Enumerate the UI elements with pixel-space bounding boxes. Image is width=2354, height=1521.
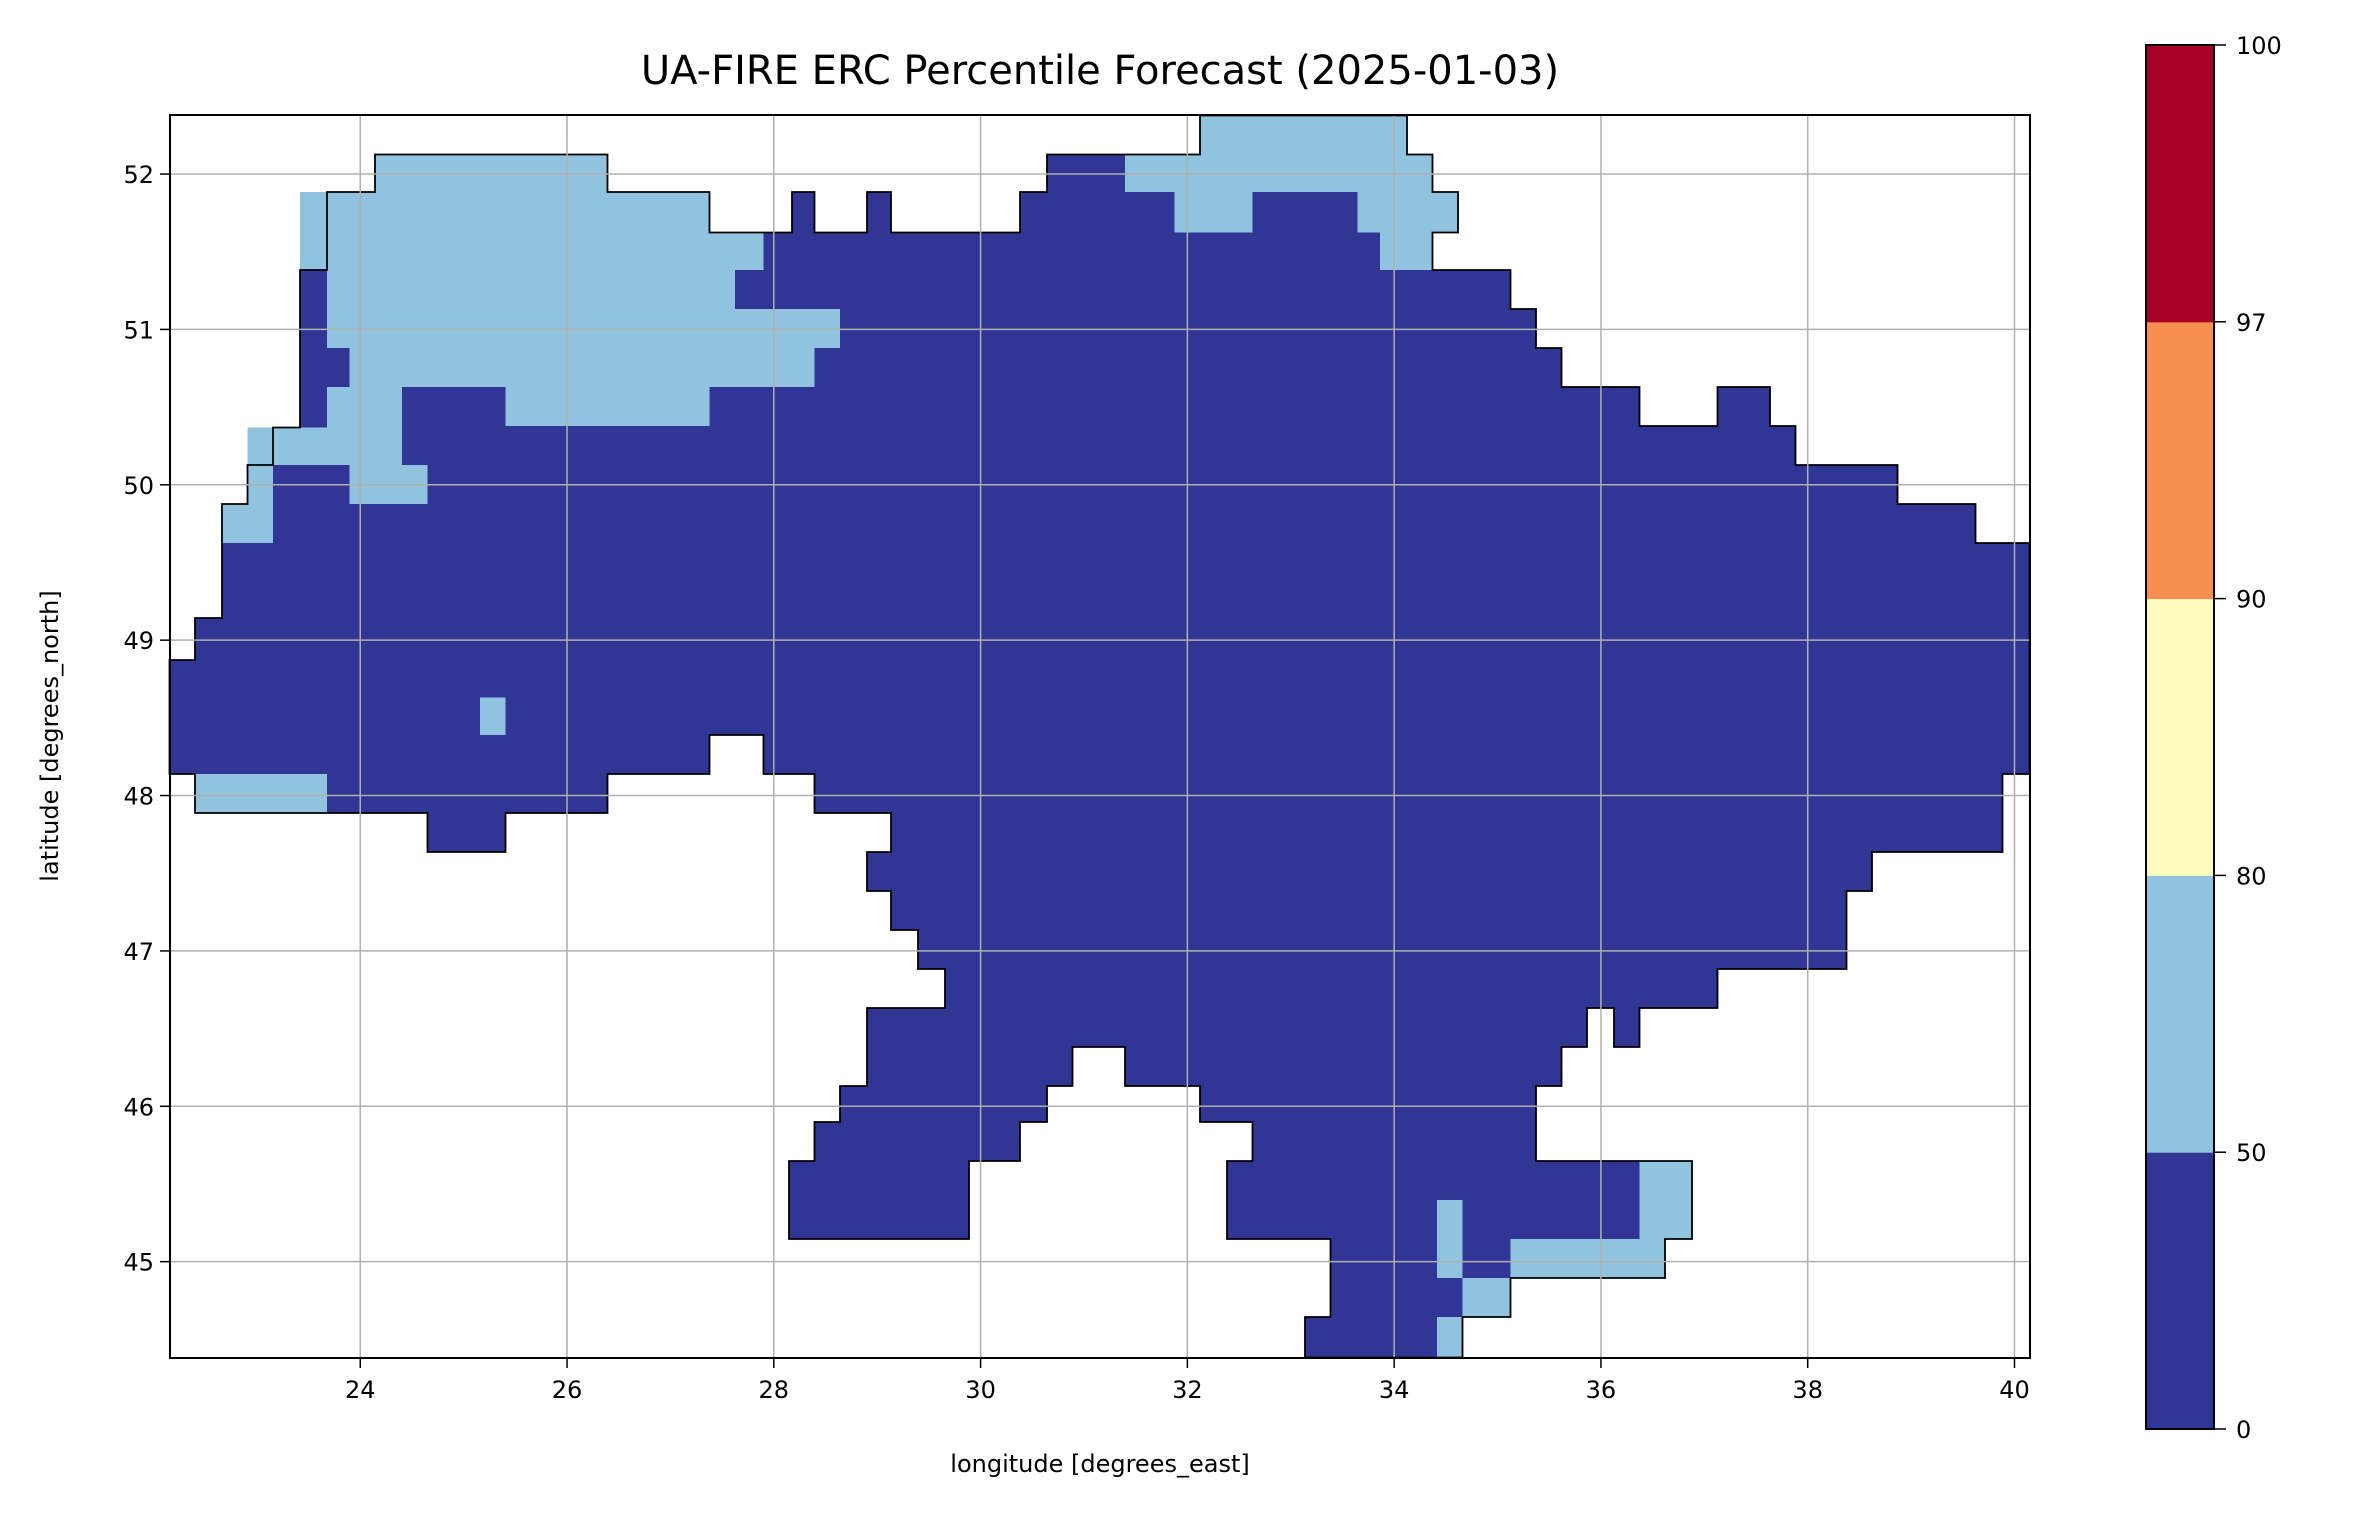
grid-lines (170, 115, 2030, 1358)
colorbar-frame (2145, 44, 2215, 1430)
y-tick-label: 52 (123, 161, 154, 189)
y-tick-label: 46 (123, 1093, 154, 1121)
colorbar-segment (2146, 1152, 2214, 1430)
x-tick-label: 28 (759, 1376, 790, 1404)
y-tick-label: 47 (123, 938, 154, 966)
colorbar-tick-label: 100 (2236, 32, 2282, 60)
colorbar-tick-label: 90 (2236, 586, 2267, 614)
colorbar-tick-label: 50 (2236, 1139, 2267, 1167)
x-tick-label: 40 (1999, 1376, 2030, 1404)
map-shapes (168, 114, 2031, 1359)
x-axis: 24 26 28 30 32 34 36 38 40 (345, 1358, 2030, 1404)
chart-title: UA-FIRE ERC Percentile Forecast (2025-01… (641, 48, 1559, 94)
country-border (168, 114, 2031, 1359)
x-tick-label: 32 (1172, 1376, 1203, 1404)
map-layer (168, 114, 2031, 1359)
colorbar-tick-label: 0 (2236, 1416, 2251, 1444)
y-tick-label: 45 (123, 1249, 154, 1277)
colorbar-segment (2146, 45, 2214, 323)
colorbar-tick-label: 97 (2236, 309, 2267, 337)
colorbar-segment (2146, 875, 2214, 1153)
region-class-50-80 (222, 154, 840, 543)
plot-frame (169, 114, 2031, 1359)
y-axis-label: latitude [degrees_north] (36, 590, 64, 881)
x-tick-label: 24 (345, 1376, 376, 1404)
x-axis-label: longitude [degrees_east] (950, 1450, 1249, 1478)
colorbar-tick-label: 80 (2236, 862, 2267, 890)
y-tick-label: 48 (123, 783, 154, 811)
region-class-50-80 (1437, 1200, 1463, 1278)
colorbar: 0 50 80 90 97 100 (2145, 32, 2282, 1444)
y-tick-label: 51 (123, 316, 154, 344)
x-tick-label: 26 (552, 1376, 583, 1404)
colorbar-segment (2146, 598, 2214, 876)
x-tick-label: 36 (1586, 1376, 1617, 1404)
y-tick-label: 50 (123, 472, 154, 500)
x-tick-label: 38 (1792, 1376, 1823, 1404)
y-axis: 45 46 47 48 49 50 51 52 (123, 161, 170, 1277)
region-class-50-80 (480, 697, 506, 735)
colorbar-segment (2146, 321, 2214, 600)
x-tick-label: 30 (965, 1376, 996, 1404)
region-class-50-80 (1437, 1161, 1692, 1358)
y-tick-label: 49 (123, 627, 154, 655)
region-class-50-80 (195, 774, 327, 813)
x-tick-label: 34 (1379, 1376, 1410, 1404)
region-class-50-80 (1125, 115, 1458, 270)
